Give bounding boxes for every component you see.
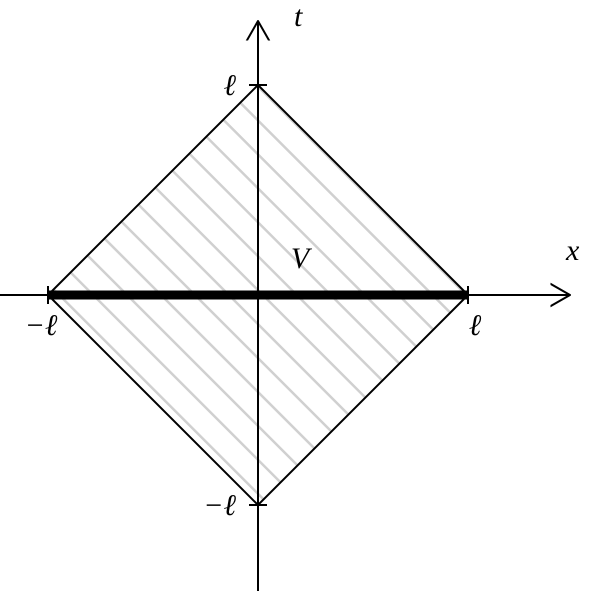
y-tick-label: ℓ bbox=[224, 69, 237, 102]
x-axis-label: x bbox=[565, 234, 580, 267]
x-tick-label: ℓ bbox=[469, 309, 482, 342]
y-axis-label: t bbox=[294, 0, 303, 33]
diagram-svg: x t V −ℓℓℓ−ℓ bbox=[0, 0, 591, 591]
x-tick-label: −ℓ bbox=[25, 309, 58, 342]
y-tick-label: −ℓ bbox=[203, 489, 236, 522]
